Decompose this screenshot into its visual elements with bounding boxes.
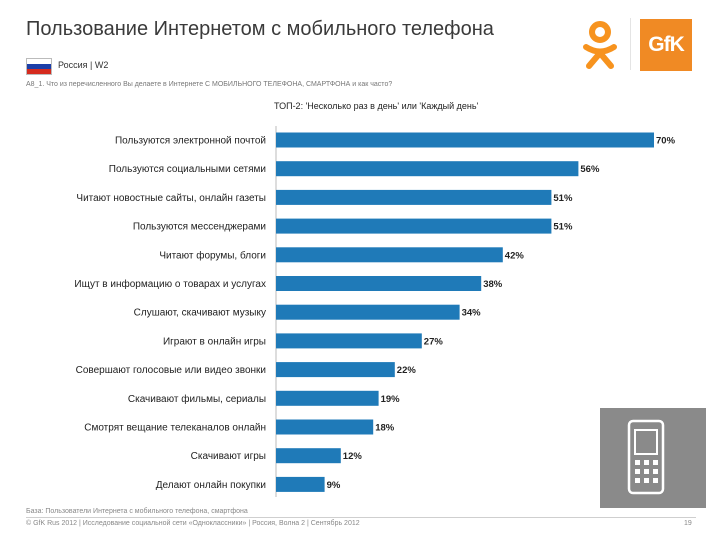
value-label: 27% bbox=[424, 336, 444, 347]
bar bbox=[276, 333, 422, 349]
region-label: Россия | W2 bbox=[58, 60, 109, 70]
value-label: 9% bbox=[327, 480, 341, 491]
value-label: 12% bbox=[343, 451, 363, 462]
bar bbox=[276, 362, 395, 378]
category-label: Скачивают фильмы, сериалы bbox=[128, 393, 266, 405]
category-label: Пользуются социальными сетями bbox=[109, 164, 266, 175]
value-label: 42% bbox=[505, 250, 525, 261]
category-label: Совершают голосовые или видео звонки bbox=[76, 365, 266, 376]
logo-divider bbox=[630, 18, 631, 70]
page-number: 19 bbox=[684, 520, 692, 527]
russia-flag-icon bbox=[26, 58, 52, 75]
page-title: Пользование Интернетом с мобильного теле… bbox=[26, 18, 494, 40]
bar bbox=[276, 476, 325, 492]
survey-question: A8_1. Что из перечисленного Вы делаете в… bbox=[26, 81, 393, 88]
bar bbox=[276, 304, 460, 320]
bar bbox=[276, 390, 379, 406]
bar bbox=[276, 189, 552, 205]
source-note: База: Пользователи Интернета с мобильног… bbox=[26, 508, 248, 515]
category-label: Читают новостные сайты, онлайн газеты bbox=[76, 193, 266, 204]
bar bbox=[276, 419, 374, 435]
category-label: Смотрят вещание телеканалов онлайн bbox=[84, 423, 266, 434]
odnoklassniki-icon bbox=[583, 21, 617, 69]
value-label: 18% bbox=[375, 423, 395, 434]
chart-subtitle: ТОП-2: 'Несколько раз в день' или 'Кажды… bbox=[274, 101, 479, 111]
value-label: 22% bbox=[397, 365, 417, 376]
category-label: Играют в онлайн игры bbox=[163, 336, 266, 347]
category-label: Скачивают игры bbox=[191, 451, 266, 462]
bar bbox=[276, 132, 654, 148]
bar bbox=[276, 218, 552, 234]
value-label: 51% bbox=[553, 222, 573, 233]
category-label: Делают онлайн покупки bbox=[156, 480, 266, 491]
value-label: 19% bbox=[381, 394, 401, 405]
gfk-logo: GfK bbox=[640, 19, 692, 71]
phone-illustration bbox=[600, 408, 706, 508]
category-label: Слушают, скачивают музыку bbox=[134, 308, 266, 319]
footer-credits: © GfK Rus 2012 | Исследование социальной… bbox=[26, 520, 360, 527]
value-label: 38% bbox=[483, 279, 503, 290]
category-label: Читают форумы, блоги bbox=[159, 249, 266, 261]
category-label: Пользуются мессенджерами bbox=[133, 222, 266, 233]
category-label: Пользуются электронной почтой bbox=[115, 136, 266, 147]
value-label: 34% bbox=[462, 308, 482, 319]
category-label: Ищут в информацию о товарах и услугах bbox=[74, 278, 266, 290]
footer-divider bbox=[26, 517, 696, 518]
value-label: 56% bbox=[580, 164, 600, 175]
value-label: 51% bbox=[553, 193, 573, 204]
bar bbox=[276, 276, 482, 291]
bar bbox=[276, 448, 341, 464]
bar bbox=[276, 161, 579, 177]
bar bbox=[276, 247, 503, 263]
mobile-phone-icon bbox=[627, 419, 665, 495]
value-label: 70% bbox=[656, 136, 676, 147]
